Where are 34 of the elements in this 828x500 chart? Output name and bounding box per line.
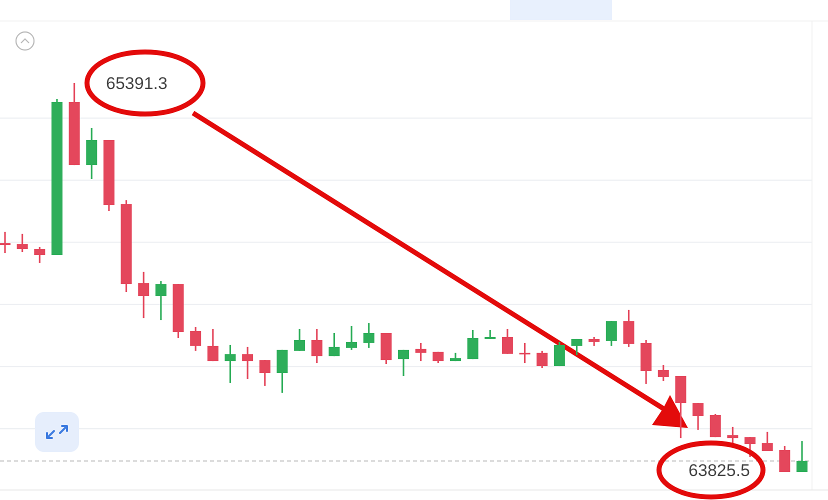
candlestick [259, 359, 270, 387]
candlestick [0, 231, 10, 254]
candlestick [658, 364, 669, 382]
candlestick [242, 346, 254, 380]
candlestick [328, 332, 340, 357]
candlestick [762, 431, 773, 452]
candlestick [207, 328, 218, 362]
candlestick [623, 309, 634, 348]
candlestick [710, 413, 721, 438]
annotation: 63825.5 [688, 460, 750, 480]
candlestick [571, 338, 582, 356]
candlestick [398, 349, 409, 377]
candlestick [502, 328, 513, 355]
candlestick [363, 322, 374, 349]
candlestick [779, 445, 790, 473]
candlestick [519, 342, 530, 364]
candlestick [294, 328, 306, 352]
candlestick [692, 402, 704, 431]
candlestick [536, 350, 548, 369]
candlestick [796, 440, 808, 473]
candlestick [346, 325, 358, 351]
candlestick [467, 329, 478, 360]
candlestick [606, 320, 617, 347]
candlestick [276, 349, 288, 394]
candlestick [224, 344, 236, 384]
candlestick [311, 328, 322, 364]
candlestick [554, 341, 565, 367]
candlestick [190, 326, 202, 352]
candlestick [34, 246, 46, 264]
candlestick [155, 280, 166, 321]
candlestick [16, 233, 28, 253]
candlestick [415, 342, 426, 362]
candlestick [138, 271, 150, 319]
annotation: 65391.3 [106, 74, 168, 93]
